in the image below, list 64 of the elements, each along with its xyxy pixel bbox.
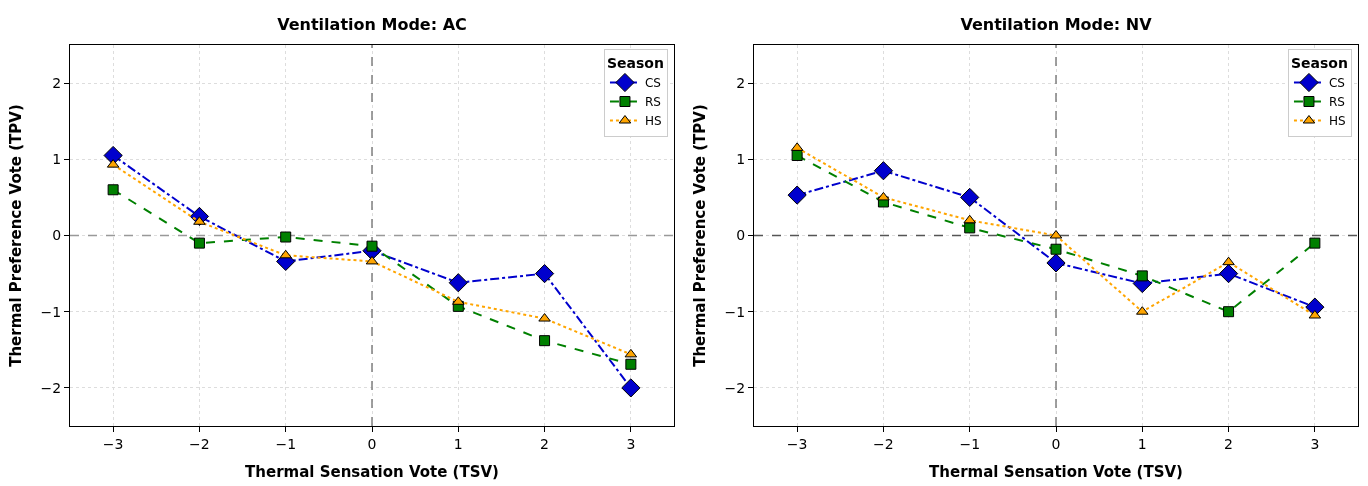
x-tick-label: −2: [189, 435, 210, 452]
point: [539, 335, 551, 347]
y-tick-label: 0: [52, 227, 62, 244]
point: [1046, 253, 1066, 273]
y-axis-title: Thermal Preference Vote (TPV): [6, 104, 25, 367]
point: [787, 185, 807, 205]
y-tick-label: −2: [724, 379, 746, 396]
x-axis-title: Thermal Sensation Vote (TSV): [245, 462, 499, 481]
y-tick-label: 2: [736, 75, 746, 91]
point: [873, 161, 894, 181]
y-axis-title: Thermal Preference Vote (TPV): [690, 104, 709, 367]
x-tick-label: −3: [102, 435, 124, 452]
point: [960, 187, 980, 207]
point: [366, 240, 378, 252]
x-tick-label: −1: [959, 435, 981, 452]
x-tick-label: 2: [540, 435, 550, 452]
y-tick-label: −2: [40, 379, 62, 396]
point: [1136, 270, 1148, 282]
legend-label: RS: [644, 95, 661, 110]
x-tick-label: 0: [367, 435, 377, 452]
y-tick-label: 0: [736, 227, 746, 244]
point: [621, 378, 641, 398]
x-tick-label: 1: [453, 435, 463, 452]
x-tick-label: −1: [275, 435, 297, 452]
legend-label: CS: [1328, 76, 1345, 91]
y-tick-label: −1: [724, 303, 746, 320]
point: [534, 264, 555, 284]
point: [964, 222, 976, 234]
x-tick-label: −2: [873, 435, 894, 452]
x-tick-label: 2: [1224, 435, 1234, 452]
y-tick-label: 1: [736, 151, 746, 168]
y-tick-label: 2: [52, 75, 62, 91]
point: [1309, 237, 1321, 249]
point: [279, 249, 292, 259]
legend-label: CS: [644, 76, 661, 91]
point: [448, 273, 468, 293]
y-tick-label: 1: [52, 151, 62, 168]
x-tick-label: 3: [626, 435, 636, 452]
point: [1223, 306, 1235, 318]
point: [365, 255, 379, 265]
x-tick-label: 3: [1310, 435, 1320, 452]
point: [1218, 264, 1239, 284]
legend-title: Season: [1290, 55, 1348, 72]
x-tick-label: −3: [786, 435, 808, 452]
point: [963, 214, 976, 224]
point: [1222, 256, 1235, 266]
chart-title: Ventilation Mode: AC: [277, 15, 467, 35]
y-tick-label: −1: [40, 303, 62, 320]
chart-title: Ventilation Mode: NV: [960, 15, 1153, 35]
x-tick-label: 0: [1051, 435, 1061, 452]
legend-label: RS: [1328, 95, 1345, 110]
point: [877, 191, 890, 201]
point: [1050, 243, 1062, 255]
point: [107, 184, 119, 196]
point: [193, 237, 205, 249]
legend-label: HS: [644, 114, 662, 129]
point: [625, 358, 637, 370]
legend-title: Season: [606, 55, 664, 72]
x-tick-label: 1: [1137, 435, 1147, 452]
x-axis-title: Thermal Sensation Vote (TSV): [929, 462, 1183, 481]
point: [791, 149, 803, 161]
point: [280, 231, 292, 243]
point: [624, 348, 638, 358]
legend-label: HS: [1328, 114, 1346, 129]
